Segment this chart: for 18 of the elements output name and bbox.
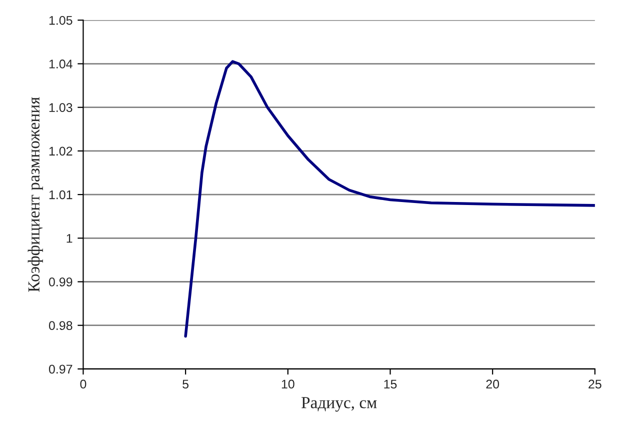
y-tick-label: 1.01: [49, 190, 72, 200]
y-tick-label: 0.99: [48, 278, 72, 286]
y-tick-label: 1.04: [49, 60, 72, 68]
x-tick-label: 25: [588, 380, 602, 389]
x-tick-label: 5: [182, 380, 189, 389]
x-tick-label: 0: [80, 380, 86, 389]
y-tick-label: 1.05: [49, 16, 72, 25]
x-tick-label: 20: [486, 380, 500, 389]
y-tick-label: 1.02: [49, 146, 72, 156]
line-series: [184, 60, 595, 338]
y-axis-title: Коэффициент размножения: [28, 97, 43, 292]
x-tick-label: 10: [282, 380, 294, 389]
x-tick-label: 15: [384, 380, 397, 389]
y-tick-label: 0.98: [48, 321, 72, 330]
y-tick-label: 1.03: [49, 103, 72, 112]
y-tick-label: 0.97: [48, 364, 72, 374]
x-axis-title: Радиус, см: [302, 397, 377, 412]
y-tick-label: 1: [66, 234, 72, 243]
